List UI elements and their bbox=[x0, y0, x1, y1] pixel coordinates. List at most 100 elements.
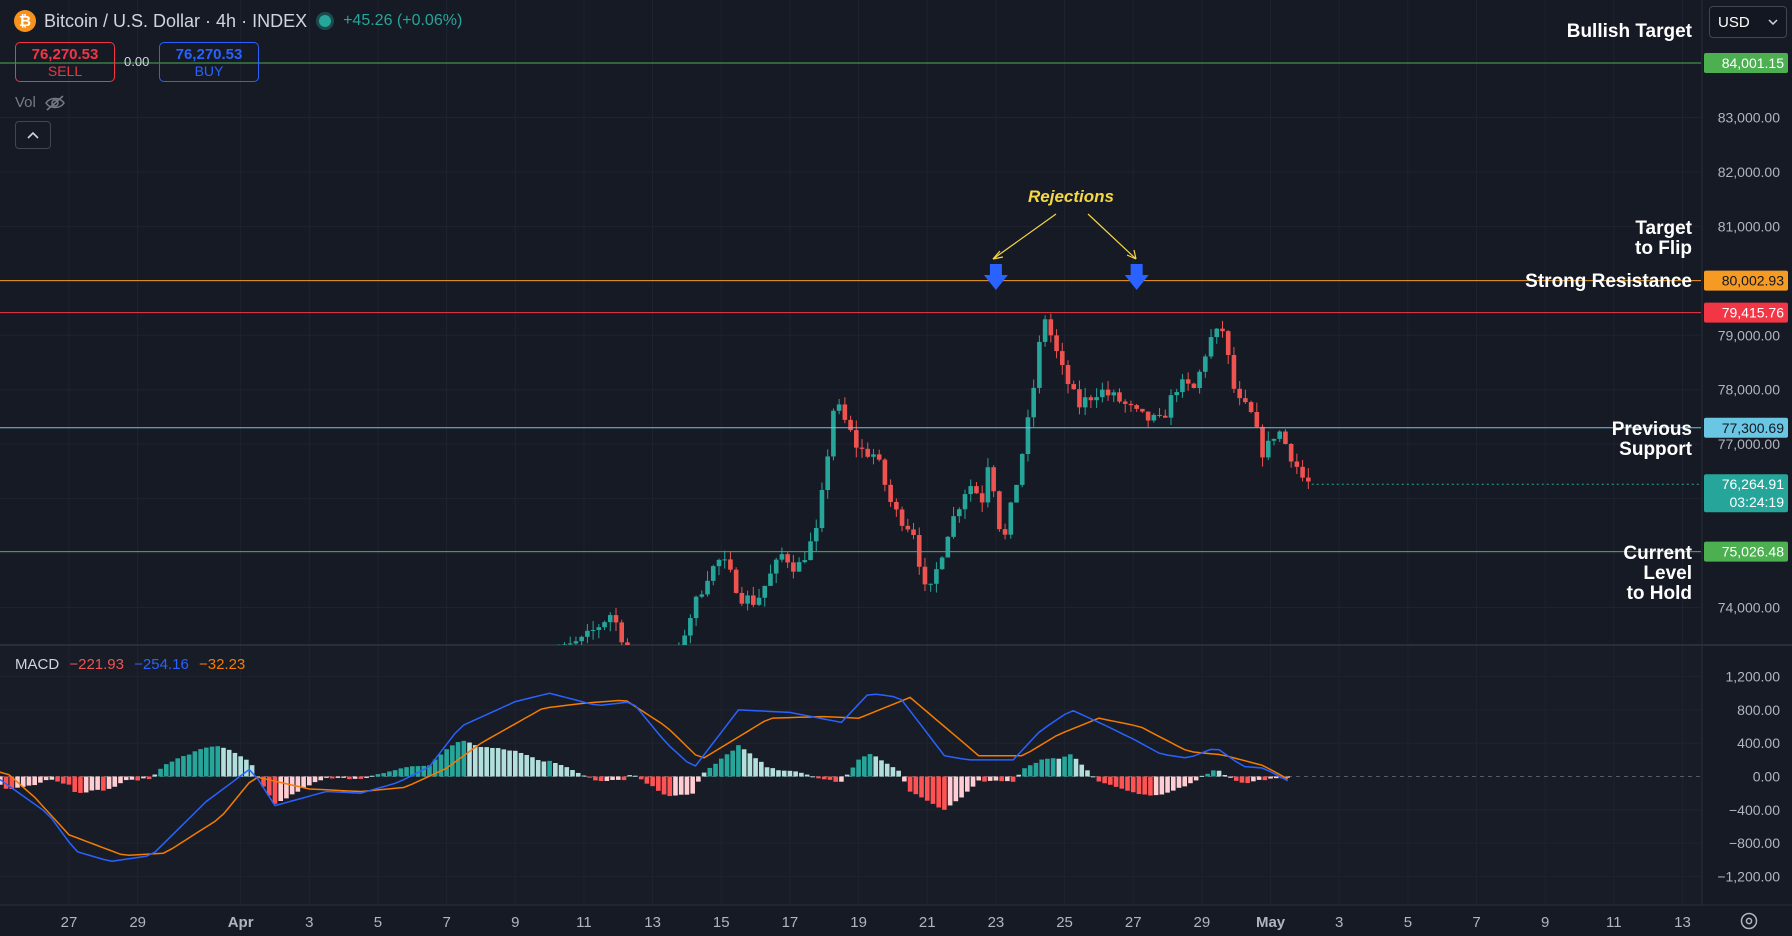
macd-histogram-bar bbox=[272, 776, 278, 804]
macd-histogram-bar bbox=[930, 776, 936, 804]
macd-histogram-bar bbox=[341, 776, 346, 778]
candle-body bbox=[819, 490, 825, 528]
candle-body bbox=[1231, 355, 1237, 389]
time-tick-label: 9 bbox=[1541, 914, 1549, 931]
macd-histogram-bar bbox=[1085, 770, 1090, 777]
macd-histogram-bar bbox=[890, 767, 896, 777]
candle-body bbox=[1065, 365, 1071, 385]
macd-histogram-bar bbox=[1165, 776, 1170, 793]
macd-histogram-bar bbox=[696, 776, 701, 782]
macd-histogram-bar bbox=[793, 771, 798, 777]
bitcoin-icon: ₿ bbox=[14, 10, 36, 32]
macd-tick-label: 400.00 bbox=[1737, 735, 1780, 751]
macd-histogram-bar bbox=[1033, 762, 1039, 777]
macd-histogram-bar bbox=[1205, 773, 1210, 777]
macd-histogram-bar bbox=[387, 771, 392, 777]
candle-body bbox=[1283, 431, 1288, 444]
chevron-up-icon bbox=[27, 131, 39, 139]
candle-body bbox=[1254, 412, 1260, 427]
macd-histogram-bar bbox=[1142, 776, 1147, 795]
time-tick-label: 9 bbox=[511, 914, 519, 931]
macd-histogram-bar bbox=[49, 776, 55, 780]
macd-histogram-bar bbox=[169, 761, 175, 777]
sell-button[interactable]: 76,270.53 SELL bbox=[15, 42, 115, 82]
buy-button[interactable]: 76,270.53 BUY bbox=[159, 42, 259, 82]
macd-histogram-bar bbox=[684, 776, 690, 795]
macd-histogram-bar bbox=[118, 776, 123, 784]
eye-off-icon[interactable] bbox=[44, 94, 66, 111]
macd-histogram-bar bbox=[524, 754, 530, 777]
macd-histogram-bar bbox=[564, 767, 570, 777]
axis-settings-button[interactable] bbox=[1736, 908, 1762, 934]
candle-body bbox=[945, 536, 951, 558]
candle-body bbox=[1145, 411, 1151, 421]
candle-body bbox=[882, 459, 888, 485]
macd-histogram-bar bbox=[1005, 776, 1010, 782]
macd-histogram-bar bbox=[1045, 758, 1050, 777]
candle-body bbox=[567, 643, 573, 645]
macd-histogram-bar bbox=[1027, 765, 1033, 777]
candle-body bbox=[1162, 415, 1168, 418]
time-tick-label: 7 bbox=[1472, 914, 1480, 931]
candle-body bbox=[1134, 405, 1139, 409]
buy-label: BUY bbox=[194, 63, 224, 79]
collapse-legend-button[interactable] bbox=[15, 121, 51, 149]
macd-histogram-bar bbox=[112, 776, 118, 787]
time-tick-label: 23 bbox=[988, 914, 1005, 931]
macd-histogram-bar bbox=[347, 776, 352, 780]
macd-histogram-bar bbox=[512, 750, 518, 777]
macd-histogram-bar bbox=[598, 776, 604, 782]
macd-histogram-bar bbox=[89, 776, 95, 791]
candle-body bbox=[1185, 379, 1191, 384]
macd-hist-value: −221.93 bbox=[69, 656, 124, 673]
candle-body bbox=[596, 627, 602, 630]
macd-histogram-bar bbox=[507, 750, 512, 777]
macd-histogram-bar bbox=[776, 770, 781, 777]
macd-label: MACD bbox=[15, 656, 60, 673]
symbol-title[interactable]: Bitcoin / U.S. Dollar · 4h · INDEX bbox=[44, 10, 308, 31]
macd-histogram-bar bbox=[158, 768, 163, 777]
candle-body bbox=[1002, 529, 1008, 535]
macd-histogram-bar bbox=[60, 776, 66, 784]
candle-body bbox=[1180, 379, 1185, 393]
macd-histogram-bar bbox=[232, 752, 238, 777]
candle-body bbox=[607, 615, 613, 623]
macd-histogram-bar bbox=[1211, 770, 1216, 777]
macd-tick-label: 800.00 bbox=[1737, 702, 1780, 718]
time-tick-label: 13 bbox=[644, 914, 661, 931]
annotation-arrow-line bbox=[992, 213, 1057, 260]
macd-histogram-bar bbox=[821, 776, 827, 780]
macd-histogram-bar bbox=[95, 776, 100, 790]
time-tick-label: 7 bbox=[442, 914, 450, 931]
candle-body bbox=[1111, 392, 1117, 396]
macd-histogram-bar bbox=[495, 748, 501, 777]
candle-body bbox=[716, 559, 722, 567]
currency-select[interactable]: USD bbox=[1709, 6, 1787, 38]
candle-body bbox=[1128, 403, 1134, 406]
level-annotation-text: to Flip bbox=[1635, 238, 1692, 259]
candle-body bbox=[739, 592, 745, 604]
candle-body bbox=[951, 516, 956, 537]
candle-body bbox=[854, 430, 859, 448]
annotation-arrowhead bbox=[1126, 249, 1137, 260]
macd-histogram-bar bbox=[1170, 776, 1176, 791]
macd-histogram-bar bbox=[570, 770, 575, 777]
macd-series bbox=[0, 692, 1291, 862]
macd-histogram-bar bbox=[810, 776, 816, 778]
macd-histogram-bar bbox=[610, 776, 615, 780]
price-tick-label: 83,000.00 bbox=[1718, 110, 1780, 126]
macd-histogram-bar bbox=[266, 776, 272, 796]
candle-body bbox=[1042, 319, 1048, 342]
macd-histogram-bar bbox=[1228, 776, 1233, 778]
macd-histogram-bar bbox=[1176, 776, 1182, 788]
macd-histogram-bar bbox=[490, 747, 495, 777]
macd-histogram-bar bbox=[593, 776, 598, 781]
rejection-arrow-icon bbox=[1124, 264, 1149, 290]
candle-body bbox=[894, 501, 899, 510]
candle-body bbox=[836, 404, 842, 411]
candle-body bbox=[859, 447, 865, 449]
macd-histogram-bar bbox=[558, 765, 564, 777]
macd-histogram-bar bbox=[1073, 758, 1079, 777]
macd-histogram-bar bbox=[1050, 758, 1056, 777]
